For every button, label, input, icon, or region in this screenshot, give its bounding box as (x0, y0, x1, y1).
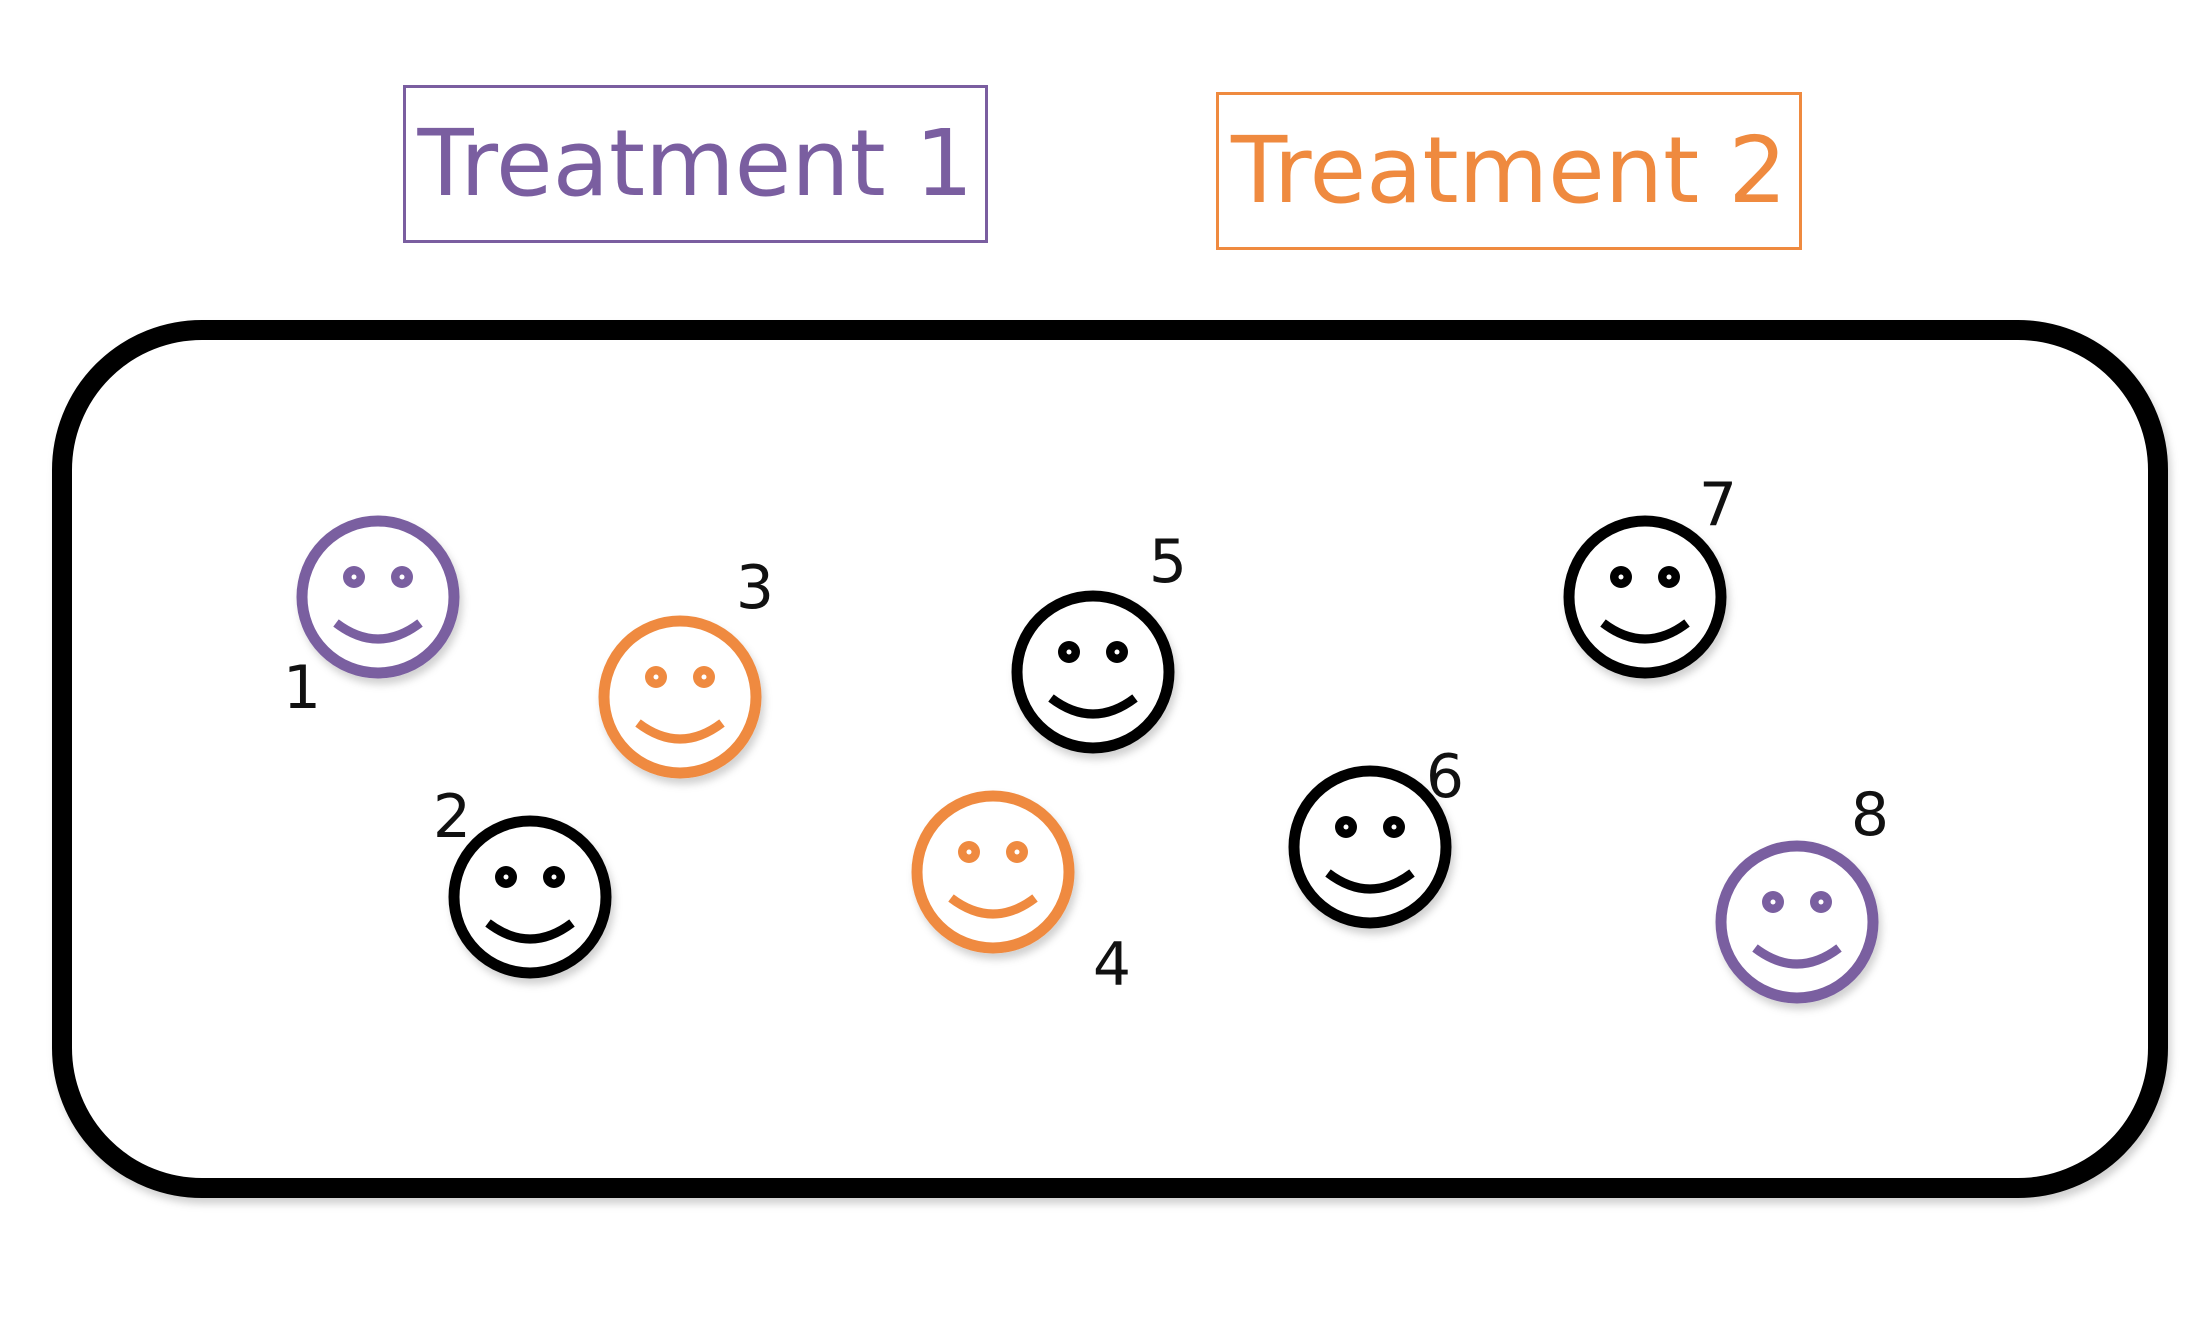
smiley-face-icon (1715, 840, 1879, 1004)
smiley-face-icon (1288, 765, 1452, 929)
subject-number-label: 5 (1149, 527, 1187, 597)
subject-number-label: 3 (736, 553, 774, 623)
subject-number-label: 4 (1093, 930, 1131, 1000)
subject-number-label: 1 (283, 653, 321, 723)
subject-number-label: 7 (1699, 470, 1737, 540)
population-container (52, 320, 2168, 1198)
subject-number-label: 8 (1851, 780, 1889, 850)
subject-number-label: 2 (433, 782, 471, 852)
legend-treatment-1-label: Treatment 1 (417, 110, 974, 217)
legend-treatment-2-label: Treatment 2 (1231, 117, 1787, 224)
subject-3 (598, 615, 762, 779)
subject-number-label: 6 (1426, 742, 1464, 812)
subject-2 (448, 815, 612, 979)
subject-7 (1563, 515, 1727, 679)
smiley-face-icon (1563, 515, 1727, 679)
subjects-layer: 1 2 3 4 5 6 7 8 (283, 470, 1889, 1004)
smiley-face-icon (598, 615, 762, 779)
subject-8 (1715, 840, 1879, 1004)
subject-4 (911, 790, 1075, 954)
smiley-face-icon (1011, 590, 1175, 754)
smiley-face-icon (911, 790, 1075, 954)
legend-treatment-1: Treatment 1 (403, 85, 988, 243)
smiley-face-icon (448, 815, 612, 979)
subject-1 (296, 515, 460, 679)
subject-5 (1011, 590, 1175, 754)
smiley-face-icon (296, 515, 460, 679)
subject-6 (1288, 765, 1452, 929)
legend-treatment-2: Treatment 2 (1216, 92, 1802, 250)
